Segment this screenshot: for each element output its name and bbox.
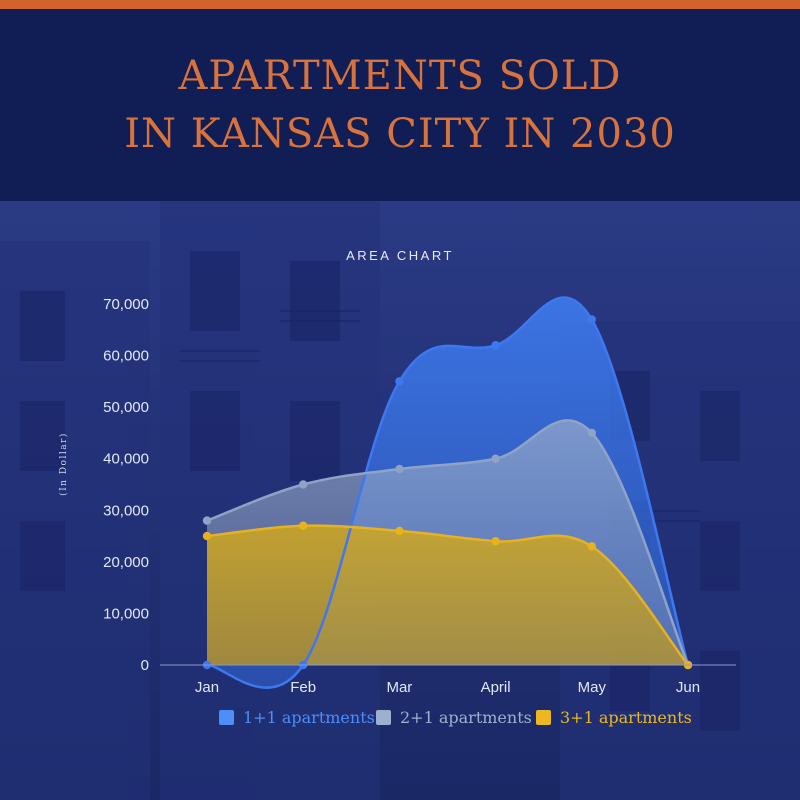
y-axis-ticks: 0 10,000 20,000 30,000 40,000 50,000 60,000 70,… (103, 296, 149, 674)
data-point (202, 531, 212, 541)
x-tick-label: Feb (290, 679, 316, 696)
y-axis-label: (In Dollar) (58, 432, 69, 496)
data-point (491, 537, 500, 546)
data-point (587, 542, 596, 551)
x-axis-ticks: Jan Feb Mar April May Jun (195, 679, 700, 696)
y-tick-label: 30,000 (103, 502, 149, 519)
data-point (491, 341, 500, 350)
legend-label-1: 1+1 apartments (243, 708, 375, 727)
legend-swatch-1 (219, 710, 234, 725)
x-tick-label: Jun (676, 679, 700, 696)
data-point (202, 516, 212, 525)
accent-strip (0, 0, 800, 9)
x-tick-label: Mar (386, 679, 412, 696)
data-point (587, 315, 596, 324)
data-point (395, 377, 404, 386)
legend-label-3: 3+1 apartments (560, 708, 692, 727)
legend: 1+1 apartments 2+1 apartments 3+1 apartmen… (219, 708, 692, 727)
y-tick-label: 40,000 (103, 451, 149, 468)
y-tick-label: 70,000 (103, 296, 149, 313)
y-tick-label: 50,000 (103, 399, 149, 416)
data-point (299, 521, 308, 530)
chart-subtitle: AREA CHART (346, 248, 454, 263)
data-point (587, 428, 596, 438)
legend-swatch-3 (536, 710, 551, 725)
data-point (395, 464, 404, 474)
x-tick-label: April (481, 679, 511, 696)
area-chart: AREA CHART (In Dollar) 0 10,000 20,000 30,0… (58, 248, 736, 727)
poster-title-line-1: APARTMENTS SOLD (178, 53, 622, 99)
y-tick-label: 10,000 (103, 605, 149, 622)
data-point (395, 526, 404, 536)
legend-swatch-2 (376, 710, 391, 725)
series-areas (207, 297, 688, 688)
x-tick-label: May (578, 679, 607, 696)
y-tick-label: 60,000 (103, 348, 149, 365)
data-point (299, 480, 308, 489)
series-area-3 (207, 525, 688, 665)
poster-title-line-2: IN KANSAS CITY IN 2030 (124, 111, 676, 157)
legend-label-2: 2+1 apartments (400, 708, 532, 727)
y-tick-label: 0 (141, 657, 149, 674)
data-point (491, 454, 500, 463)
header-banner: APARTMENTS SOLD IN KANSAS CITY IN 2030 (0, 9, 800, 201)
x-tick-label: Jan (195, 679, 219, 696)
building-background-image (0, 201, 800, 800)
y-tick-label: 20,000 (103, 554, 149, 571)
